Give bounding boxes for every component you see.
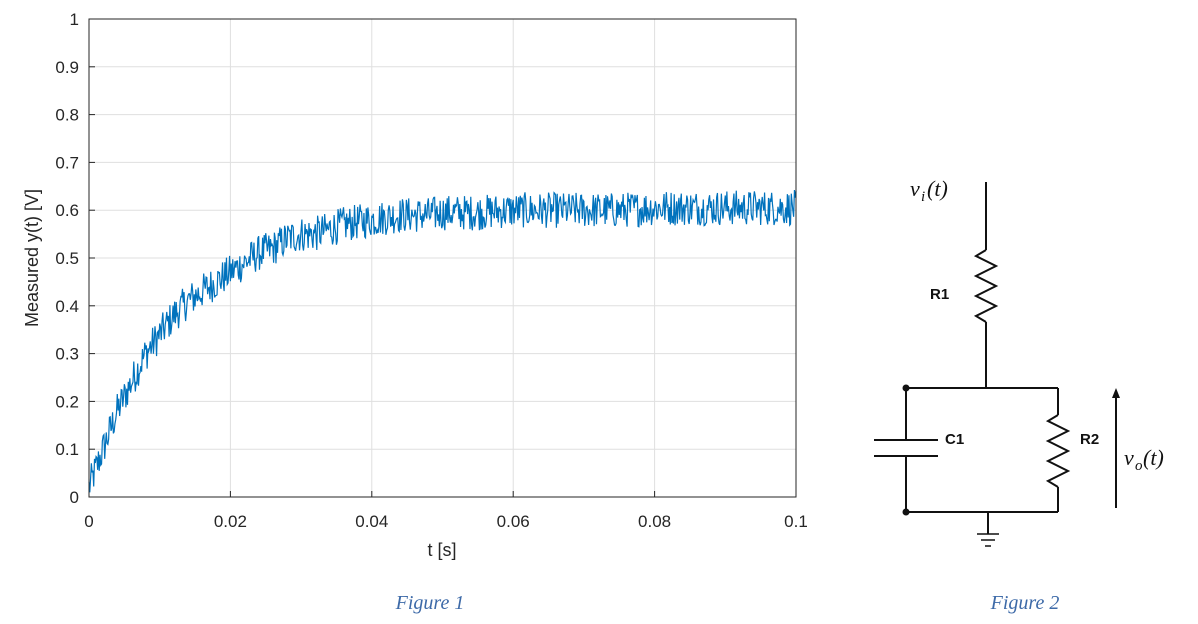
figure-2-caption: Figure 2	[990, 592, 1060, 614]
x-axis-label: t [s]	[427, 540, 456, 560]
y-tick-label: 0.7	[55, 153, 79, 172]
input-voltage-label: v i (t)	[910, 176, 948, 205]
axis-ticks: 0 0.02 0.04 0.06 0.08 0.1 0 0.1 0.2 0.3 0.4 0.5 0.6 0…	[55, 10, 807, 531]
series-line	[88, 189, 797, 493]
output-voltage-subscript: o	[1135, 458, 1143, 474]
y-tick-label: 0.4	[55, 297, 79, 316]
figure-1-caption: Figure 1	[395, 592, 465, 614]
response-chart: 0 0.02 0.04 0.06 0.08 0.1 0 0.1 0.2 0.3 0.4 0.5 0.6 0…	[22, 10, 808, 560]
y-tick-label: 0.1	[55, 440, 79, 459]
x-tick-label: 0.08	[638, 512, 671, 531]
y-tick-label: 0.8	[55, 106, 79, 125]
y-tick-label: 0.5	[55, 249, 79, 268]
output-voltage-suffix: (t)	[1143, 445, 1164, 470]
junction-dot-bottom	[902, 508, 910, 516]
c1-label: C1	[945, 431, 964, 448]
y-tick-label: 0.6	[55, 201, 79, 220]
x-tick-label: 0.1	[784, 512, 808, 531]
x-tick-label: 0.06	[497, 512, 530, 531]
r2-label: R2	[1080, 431, 1099, 448]
y-axis-label: Measured y(t) [V]	[22, 189, 42, 327]
x-tick-label: 0	[84, 512, 93, 531]
x-tick-label: 0.04	[355, 512, 388, 531]
junction-dot-top	[902, 384, 910, 392]
output-voltage-symbol: v	[1124, 445, 1134, 470]
output-voltage-label: v o (t)	[1124, 445, 1164, 474]
y-tick-label: 0.2	[55, 392, 79, 411]
rc-circuit-diagram	[874, 182, 1120, 547]
y-tick-label: 0.3	[55, 345, 79, 364]
x-tick-label: 0.02	[214, 512, 247, 531]
y-tick-label: 0.9	[55, 58, 79, 77]
input-voltage-symbol: v	[910, 176, 920, 201]
r1-label: R1	[930, 286, 949, 303]
output-arrow-head	[1112, 388, 1120, 398]
r1-resistor	[973, 249, 999, 323]
input-voltage-suffix: (t)	[927, 176, 948, 201]
r2-resistor	[1045, 414, 1071, 488]
input-voltage-subscript: i	[921, 189, 925, 205]
y-tick-label: 0	[70, 488, 79, 507]
y-tick-label: 1	[70, 10, 79, 29]
